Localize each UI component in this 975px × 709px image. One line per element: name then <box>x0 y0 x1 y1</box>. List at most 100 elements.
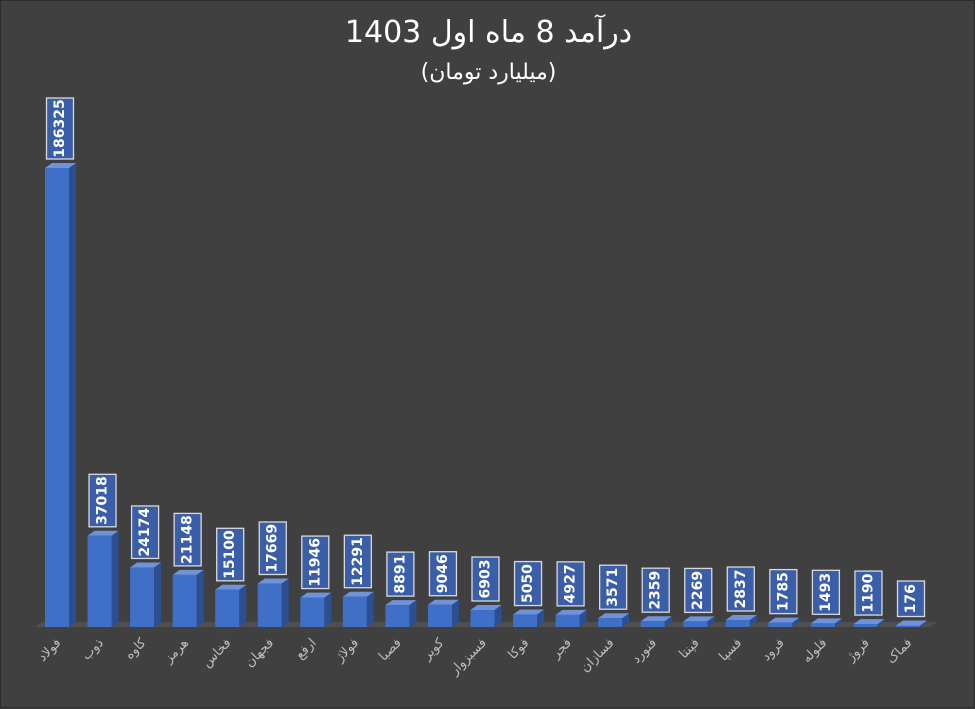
bar <box>257 583 282 627</box>
bar <box>385 605 410 627</box>
data-label-box <box>386 551 415 597</box>
data-label: 1785 <box>775 572 791 611</box>
data-label-box <box>173 512 202 567</box>
data-label-box <box>130 505 160 560</box>
data-label-box <box>301 535 330 590</box>
category-label: فروژ <box>843 636 873 666</box>
data-label: 1190 <box>860 573 876 612</box>
bar-top <box>215 584 247 590</box>
category-label: هرمز <box>161 636 192 667</box>
bar-side <box>324 592 332 627</box>
bar-side <box>69 163 76 627</box>
category-label: فسپا <box>716 636 745 665</box>
category-label: فسبزوار <box>447 636 490 679</box>
chart-subtitle: (میلیارد تومان) <box>420 60 557 85</box>
chart-title: درآمد 8 ماه اول 1403 <box>344 15 633 50</box>
bar-side <box>834 618 842 627</box>
bar-top <box>768 617 800 623</box>
category-label: فماک <box>884 636 915 667</box>
bar-top <box>87 530 119 536</box>
data-label: 21148 <box>180 515 196 564</box>
data-label: 3571 <box>605 568 621 607</box>
bar-top <box>683 616 715 622</box>
bar <box>896 625 920 627</box>
category-label: فپنتا <box>676 636 702 662</box>
bar-top <box>470 604 502 610</box>
bar <box>598 618 623 627</box>
category-label: کاوه <box>122 635 150 663</box>
category-label: فوکا <box>505 636 532 663</box>
bar-side <box>451 599 459 627</box>
data-label: 186325 <box>52 99 68 157</box>
bar <box>300 597 325 627</box>
bar-top <box>896 620 927 626</box>
category-label: فلوله <box>800 636 831 667</box>
bar-top <box>257 578 289 584</box>
data-label-box <box>428 551 458 597</box>
data-label-box <box>471 556 500 602</box>
bar-side <box>196 569 204 627</box>
bar-side <box>920 620 927 627</box>
bar-side <box>239 584 247 627</box>
bar <box>555 614 580 627</box>
bar <box>683 621 708 627</box>
bar <box>172 574 197 627</box>
bar-side <box>877 619 885 627</box>
bar-top <box>130 562 162 568</box>
bar-top <box>342 591 374 597</box>
bar-side <box>664 616 672 627</box>
bar-top <box>385 600 417 606</box>
bar-side <box>749 615 757 627</box>
data-label: 11946 <box>307 538 323 587</box>
bar-top <box>555 609 587 615</box>
data-label: 9046 <box>435 554 451 593</box>
category-label: ذوب <box>79 636 107 664</box>
bar-side <box>537 609 545 627</box>
data-label-box <box>258 521 287 576</box>
data-label: 17669 <box>265 524 281 573</box>
data-label-box <box>896 580 926 618</box>
data-label-box <box>769 568 798 615</box>
category-label: فرود <box>759 636 788 665</box>
bar-side <box>792 617 800 627</box>
data-label: 24174 <box>137 508 153 557</box>
category-label: کویر <box>419 635 448 664</box>
bar-top <box>640 616 672 622</box>
category-label: فخاس <box>200 636 235 671</box>
category-label: فولاد <box>35 636 64 665</box>
data-label: 15100 <box>222 530 238 579</box>
data-label-box <box>45 97 75 160</box>
data-label: 1493 <box>818 573 834 612</box>
bar <box>640 621 665 627</box>
bar-side <box>622 613 630 627</box>
data-label: 4927 <box>563 564 579 603</box>
bar <box>810 623 835 627</box>
data-label-box <box>216 527 245 582</box>
bar-top <box>300 592 332 598</box>
data-label-box <box>854 570 883 616</box>
bar <box>215 589 240 627</box>
bar-side <box>409 600 417 627</box>
data-label-box <box>343 534 373 589</box>
bar-top <box>172 569 204 575</box>
bar <box>513 614 538 627</box>
data-label-box <box>684 567 713 614</box>
category-label: فجهان <box>242 636 277 671</box>
bar <box>130 567 155 627</box>
data-label: 6903 <box>478 560 494 599</box>
data-label-box <box>513 560 543 607</box>
data-label-box <box>726 566 755 612</box>
bar <box>45 168 69 627</box>
bar-side <box>707 616 715 627</box>
bar <box>87 535 112 627</box>
bar-top <box>598 613 630 619</box>
data-label: 8891 <box>392 555 408 594</box>
data-label-box <box>599 564 628 610</box>
bar-side <box>281 578 289 627</box>
bar-top <box>810 618 842 624</box>
bar-side <box>494 604 502 627</box>
bar <box>725 620 750 627</box>
category-label: فجر <box>548 636 575 663</box>
